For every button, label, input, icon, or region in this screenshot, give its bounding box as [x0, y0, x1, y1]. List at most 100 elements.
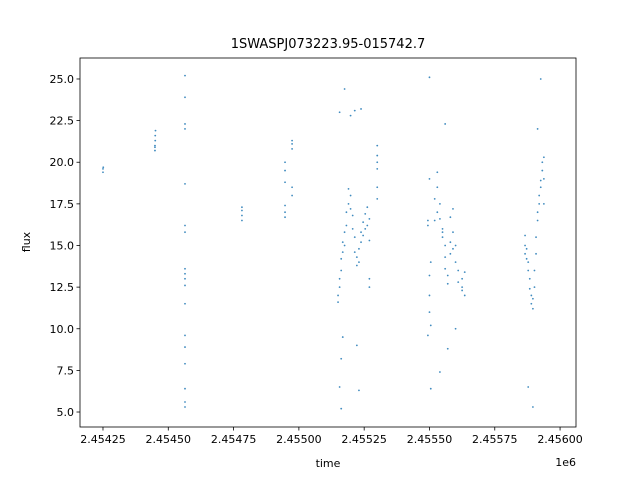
data-point — [349, 114, 352, 117]
data-point — [351, 214, 354, 217]
data-point — [291, 194, 293, 197]
data-point — [184, 123, 186, 125]
data-point — [439, 217, 441, 220]
data-point — [284, 216, 286, 219]
data-point — [533, 286, 536, 289]
data-point — [439, 371, 441, 373]
data-point — [436, 211, 439, 214]
data-point — [539, 186, 542, 189]
data-point — [241, 219, 243, 222]
data-point — [345, 211, 348, 214]
data-point — [536, 211, 539, 214]
data-point — [539, 78, 542, 80]
data-point — [461, 286, 464, 289]
data-point — [433, 197, 436, 200]
data-point — [184, 96, 186, 99]
data-point — [376, 186, 379, 189]
data-point — [349, 207, 352, 210]
data-point — [184, 277, 186, 280]
data-point — [366, 206, 369, 209]
data-point — [364, 227, 367, 230]
data-point — [360, 241, 362, 244]
data-point — [184, 406, 186, 408]
data-point — [538, 202, 541, 205]
data-point — [184, 182, 186, 185]
data-point — [446, 274, 449, 277]
data-point — [461, 289, 464, 292]
data-point — [532, 406, 534, 408]
data-point — [436, 171, 439, 174]
x-tick-label: 2.45450 — [146, 433, 192, 446]
data-point — [441, 231, 444, 234]
data-point — [428, 311, 431, 314]
data-point — [535, 236, 537, 239]
data-point — [154, 134, 157, 137]
data-point — [428, 274, 431, 277]
data-point — [376, 161, 379, 164]
data-point — [154, 144, 156, 147]
data-point — [376, 154, 379, 157]
data-point — [351, 227, 354, 230]
y-tick-label: 5.0 — [57, 406, 75, 419]
data-point — [536, 128, 539, 130]
data-point — [536, 219, 539, 222]
data-point — [428, 177, 431, 180]
x-offset-label: 1e6 — [555, 456, 576, 469]
x-tick-label: 2.45525 — [341, 433, 387, 446]
data-point — [184, 387, 186, 390]
data-point — [542, 156, 545, 159]
y-tick-label: 25.0 — [50, 73, 75, 86]
data-point — [368, 239, 371, 242]
data-point — [184, 302, 186, 305]
data-point — [457, 281, 460, 284]
x-tick-label: 2.45425 — [80, 433, 126, 446]
data-point — [429, 387, 432, 390]
data-point — [530, 302, 533, 305]
data-point — [102, 166, 105, 169]
data-point — [457, 269, 460, 272]
data-point — [539, 179, 542, 182]
data-point — [446, 282, 449, 285]
data-point — [184, 401, 186, 403]
data-point — [542, 202, 545, 205]
data-point — [358, 389, 360, 392]
data-point — [338, 386, 341, 388]
x-axis-label: time — [316, 457, 341, 470]
data-point — [541, 161, 544, 164]
data-point — [429, 324, 432, 327]
data-point — [454, 327, 457, 330]
data-point — [241, 209, 243, 212]
data-point — [428, 294, 431, 297]
data-point — [449, 216, 452, 219]
data-point — [184, 346, 186, 348]
data-point — [433, 219, 436, 222]
data-point — [340, 269, 343, 272]
data-point — [362, 234, 365, 237]
data-point — [439, 202, 441, 205]
y-tick-label: 15.0 — [50, 239, 75, 252]
data-point — [427, 219, 429, 222]
data-point — [284, 169, 286, 172]
data-point — [360, 231, 362, 234]
data-point — [463, 271, 466, 274]
data-point — [376, 167, 379, 170]
data-point — [444, 244, 447, 247]
data-point — [184, 231, 186, 234]
y-tick-label: 10.0 — [50, 323, 75, 336]
data-point — [527, 269, 530, 272]
data-point — [538, 194, 541, 197]
data-point — [428, 76, 431, 79]
data-point — [341, 336, 344, 338]
data-point — [368, 277, 371, 280]
data-point — [353, 251, 356, 254]
data-point — [353, 236, 356, 239]
data-point — [284, 181, 286, 184]
data-point — [541, 169, 544, 172]
data-point — [184, 334, 186, 337]
data-point — [337, 301, 339, 304]
data-point — [349, 194, 352, 197]
data-point — [532, 307, 534, 310]
data-point — [436, 186, 439, 189]
data-point — [154, 146, 156, 149]
data-point — [358, 247, 360, 250]
